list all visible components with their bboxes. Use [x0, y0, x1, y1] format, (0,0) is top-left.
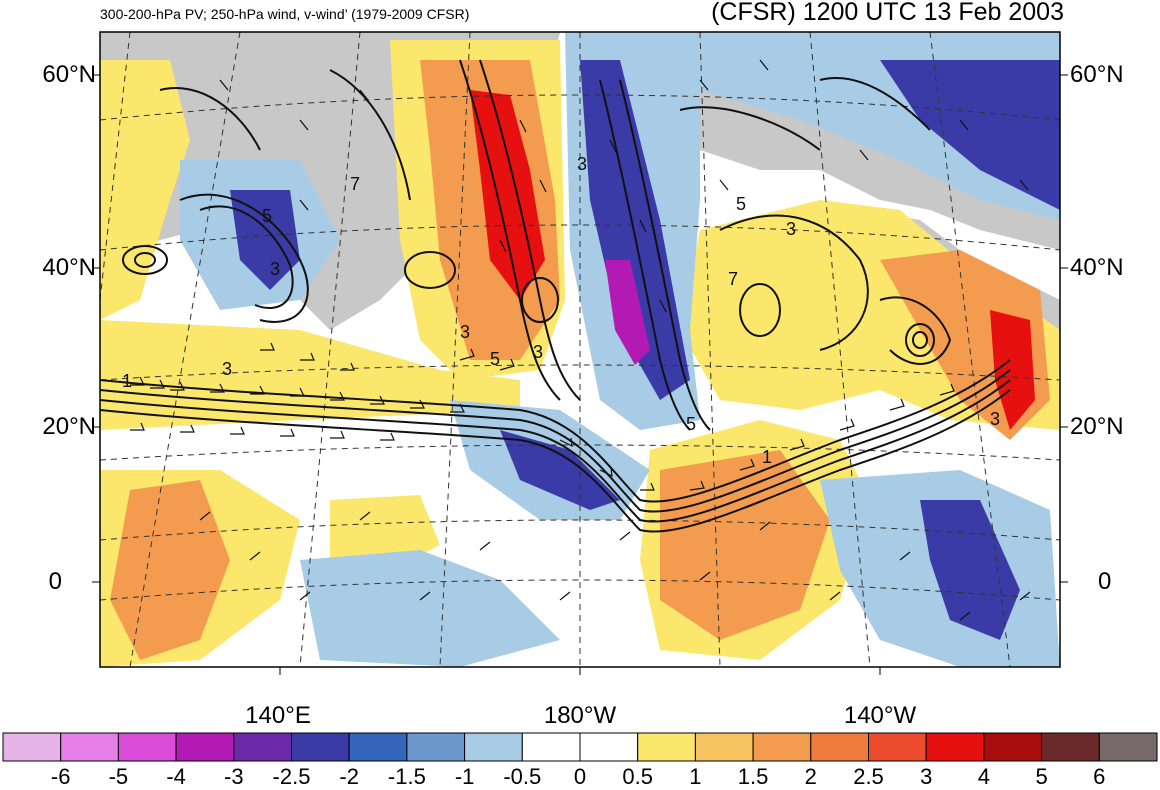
colorbar-label: -2	[339, 764, 359, 789]
contour-label: 7	[728, 269, 738, 289]
colorbar-swatch	[117, 732, 177, 762]
colorbar-swatch	[637, 732, 696, 762]
colorbar-label: -4	[166, 764, 186, 789]
lat-label-right: 60°N	[1070, 61, 1124, 88]
anomaly-moderate-negative	[230, 60, 1060, 640]
graticule	[100, 32, 1060, 667]
lat-label-left: 20°N	[42, 413, 96, 440]
colorbar-label: 6	[1093, 764, 1106, 789]
colorbar-label: 1	[689, 764, 702, 789]
lat-label-right: 20°N	[1070, 413, 1124, 440]
anomaly-strong-positive	[470, 90, 1035, 430]
lon-label: 140°E	[245, 702, 311, 729]
lat-label-left: 60°N	[42, 61, 96, 88]
contour-label: 1	[762, 447, 772, 467]
colorbar-label: -1.5	[387, 764, 426, 789]
pv-contours	[100, 59, 1011, 533]
colorbar-swatch	[521, 732, 581, 762]
colorbar-swatch	[464, 732, 523, 762]
colorbar-swatch	[175, 732, 235, 762]
colorbar-swatch	[1041, 732, 1100, 762]
colorbar-label: -5	[108, 764, 129, 789]
colorbar-label: -0.5	[503, 764, 542, 789]
colorbar-label: 0	[573, 764, 587, 789]
lon-label: 180°W	[543, 702, 617, 729]
colorbar-swatch	[2, 732, 62, 762]
colorbar-swatch	[348, 732, 408, 762]
contour-labels: 5 3 3 7 5 3 5 3 7 1 3 3 1 3 5	[122, 154, 1000, 467]
anomaly-strong-negative	[605, 260, 650, 365]
contour-label: 3	[460, 322, 470, 342]
colorbar-swatch	[868, 732, 927, 762]
axis-ticks	[92, 74, 1068, 675]
colorbar	[2, 732, 1158, 762]
colorbar-swatch	[752, 732, 812, 762]
colorbar-swatch	[233, 732, 293, 762]
contour-label: 5	[490, 349, 500, 369]
colorbar-label: -1	[454, 764, 475, 789]
colorbar-swatch	[60, 732, 119, 762]
colorbar-swatch	[579, 732, 639, 762]
colorbar-swatch	[925, 732, 985, 762]
colorbar-label: 4	[977, 764, 991, 789]
contour-label: 5	[686, 414, 696, 434]
colorbar-label: 0.5	[622, 764, 653, 789]
colorbar-label: 2.5	[853, 764, 884, 789]
contour-label: 5	[262, 206, 272, 226]
lat-label-left: 40°N	[42, 254, 96, 281]
colorbar-swatch	[1098, 732, 1158, 762]
lon-label: 140°W	[843, 702, 917, 729]
colorbar-label: 3	[920, 764, 933, 789]
colorbar-label: -3	[224, 764, 244, 789]
colorbar-label: 5	[1035, 764, 1048, 789]
wind-barbs	[130, 59, 1031, 621]
contour-label: 3	[990, 409, 1000, 429]
colorbar-swatch	[406, 732, 466, 762]
colorbar-label: 1.5	[737, 764, 769, 789]
colorbar-label: -2.5	[272, 764, 311, 789]
lat-label-right: 0	[1098, 568, 1112, 595]
map-field: 5 3 3 7 5 3 5 3 7 1 3 3 1 3 5	[100, 32, 1060, 667]
colorbar-swatch	[810, 732, 869, 762]
contour-label: 3	[533, 342, 543, 362]
colorbar-label: -6	[50, 764, 71, 789]
colorbar-label: 2	[804, 764, 817, 789]
contour-label: 5	[736, 194, 746, 214]
contour-label: 3	[270, 259, 280, 279]
contour-label: 3	[577, 154, 587, 174]
contour-label: 1	[122, 371, 132, 391]
contour-label: 3	[786, 219, 796, 239]
colorbar-swatch	[694, 732, 754, 762]
lat-label-left: 0	[48, 568, 62, 595]
map-title: (CFSR) 1200 UTC 13 Feb 2003	[711, 0, 1064, 26]
map-subtitle: 300-200-hPa PV; 250-hPa wind, v-wind’ (1…	[100, 6, 470, 22]
colorbar-swatch	[983, 732, 1043, 762]
colorbar-swatch	[291, 732, 350, 762]
lat-label-right: 40°N	[1070, 254, 1124, 281]
contour-label: 3	[222, 359, 232, 379]
contour-label: 7	[350, 174, 360, 194]
